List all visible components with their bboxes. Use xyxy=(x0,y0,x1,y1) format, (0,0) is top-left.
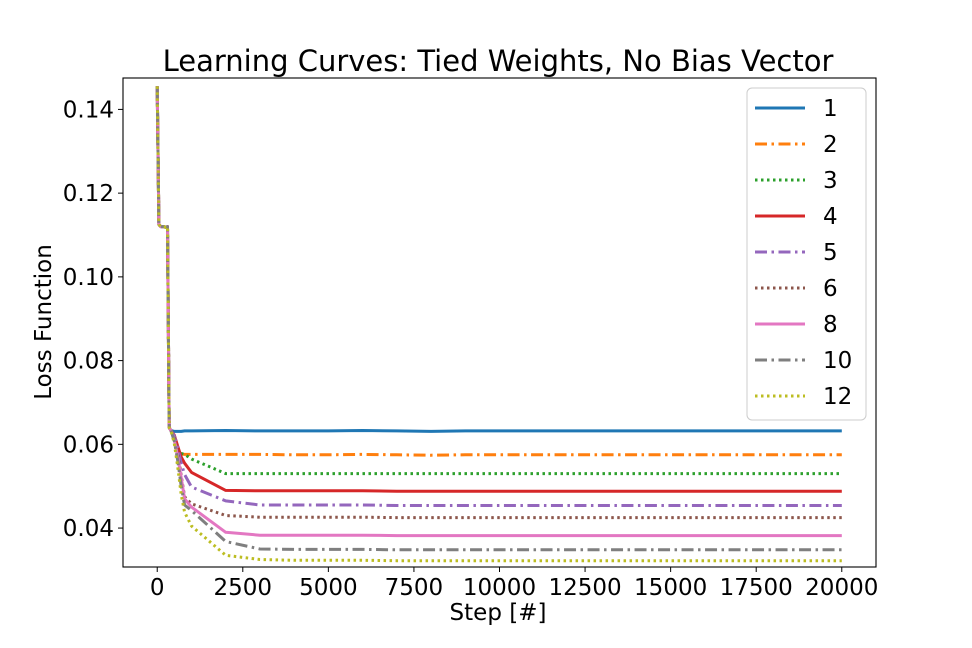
series-line-10 xyxy=(155,86,842,552)
legend-label-1: 1 xyxy=(823,96,838,122)
x-axis-label: Step [#] xyxy=(450,600,547,626)
x-tick-label: 20000 xyxy=(805,575,878,601)
series-line-6 xyxy=(155,86,842,520)
legend-label-10: 10 xyxy=(823,348,852,374)
chart-title: Learning Curves: Tied Weights, No Bias V… xyxy=(163,44,834,78)
y-tick-label: 0.04 xyxy=(63,516,114,542)
plot-lines xyxy=(155,86,842,563)
x-tick-label: 15000 xyxy=(634,575,707,601)
y-axis-label: Loss Function xyxy=(31,244,57,400)
series-line-12 xyxy=(155,86,842,563)
legend-label-8: 8 xyxy=(823,312,838,338)
x-tick-label: 10000 xyxy=(463,575,536,601)
y-tick-label: 0.10 xyxy=(63,265,114,291)
legend-label-6: 6 xyxy=(823,276,838,302)
y-tick-label: 0.08 xyxy=(63,349,114,375)
legend-label-2: 2 xyxy=(823,132,838,158)
y-tick-label: 0.06 xyxy=(63,432,114,458)
y-axis-ticks: 0.04 0.06 0.08 0.10 0.12 0.14 xyxy=(63,97,123,542)
y-tick-label: 0.14 xyxy=(63,97,114,123)
x-tick-label: 12500 xyxy=(548,575,621,601)
legend-label-12: 12 xyxy=(823,384,852,410)
legend-label-4: 4 xyxy=(823,204,838,230)
legend-label-5: 5 xyxy=(823,240,838,266)
x-tick-label: 5000 xyxy=(299,575,358,601)
x-tick-label: 7500 xyxy=(385,575,444,601)
legend-label-3: 3 xyxy=(823,168,838,194)
legend-frame xyxy=(746,87,867,421)
x-axis-ticks: 0 2500 5000 7500 10000 12500 15000 17500 20000 xyxy=(150,567,878,601)
x-tick-label: 0 xyxy=(150,575,165,601)
x-tick-label: 2500 xyxy=(214,575,273,601)
x-tick-label: 17500 xyxy=(720,575,793,601)
y-tick-label: 0.12 xyxy=(63,181,114,207)
